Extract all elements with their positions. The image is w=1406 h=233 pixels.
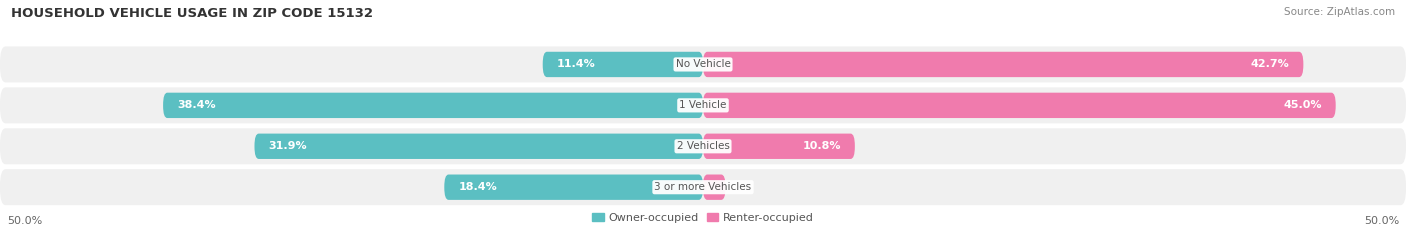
Text: 38.4%: 38.4% <box>177 100 215 110</box>
FancyBboxPatch shape <box>163 93 703 118</box>
FancyBboxPatch shape <box>703 52 1303 77</box>
FancyBboxPatch shape <box>703 134 855 159</box>
Text: 50.0%: 50.0% <box>1364 216 1399 226</box>
Text: Source: ZipAtlas.com: Source: ZipAtlas.com <box>1284 7 1395 17</box>
Text: 1.6%: 1.6% <box>681 182 711 192</box>
FancyBboxPatch shape <box>254 134 703 159</box>
Text: 1 Vehicle: 1 Vehicle <box>679 100 727 110</box>
Legend: Owner-occupied, Renter-occupied: Owner-occupied, Renter-occupied <box>588 209 818 227</box>
FancyBboxPatch shape <box>543 52 703 77</box>
Text: 18.4%: 18.4% <box>458 182 498 192</box>
FancyBboxPatch shape <box>444 175 703 200</box>
FancyBboxPatch shape <box>0 87 1406 123</box>
Text: 31.9%: 31.9% <box>269 141 307 151</box>
Text: 42.7%: 42.7% <box>1250 59 1289 69</box>
FancyBboxPatch shape <box>0 169 1406 205</box>
Text: 3 or more Vehicles: 3 or more Vehicles <box>654 182 752 192</box>
Text: 11.4%: 11.4% <box>557 59 596 69</box>
FancyBboxPatch shape <box>0 128 1406 164</box>
Text: HOUSEHOLD VEHICLE USAGE IN ZIP CODE 15132: HOUSEHOLD VEHICLE USAGE IN ZIP CODE 1513… <box>11 7 373 20</box>
FancyBboxPatch shape <box>703 175 725 200</box>
Text: 2 Vehicles: 2 Vehicles <box>676 141 730 151</box>
Text: 50.0%: 50.0% <box>7 216 42 226</box>
FancyBboxPatch shape <box>703 93 1336 118</box>
Text: No Vehicle: No Vehicle <box>675 59 731 69</box>
FancyBboxPatch shape <box>0 46 1406 82</box>
Text: 45.0%: 45.0% <box>1284 100 1322 110</box>
Text: 10.8%: 10.8% <box>803 141 841 151</box>
